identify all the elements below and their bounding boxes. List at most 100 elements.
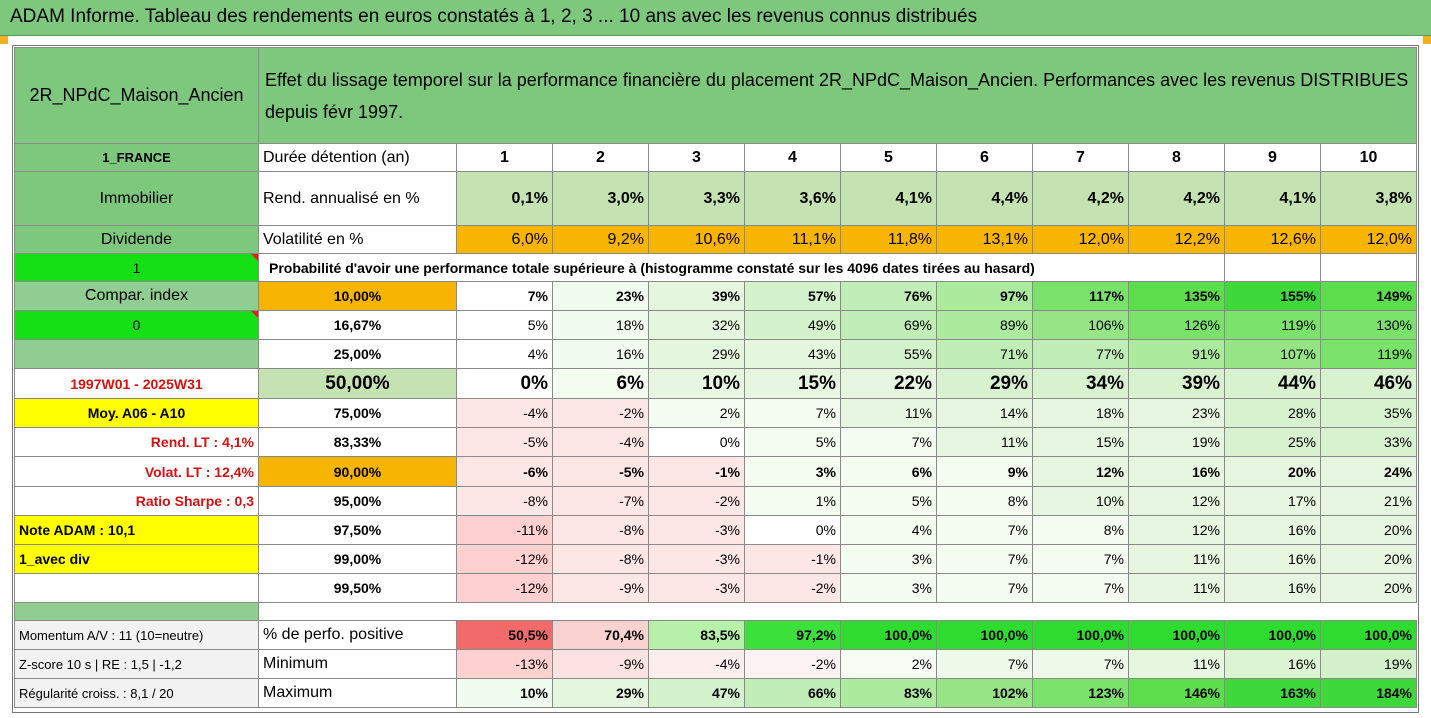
performance-table: 2R_NPdC_Maison_Ancien Effet du lissage t… [14, 47, 1417, 708]
rend-label: Rend. annualisé en % [258, 171, 457, 226]
percentile-value: 0% [456, 368, 553, 399]
percentile-value: 18% [1032, 398, 1129, 428]
percentile-value: 16% [1128, 456, 1225, 487]
corner-marker-right [1423, 36, 1431, 44]
percentile-label: 16,67% [258, 310, 457, 340]
min-value: 16% [1224, 649, 1321, 679]
year-header: 1 [456, 143, 553, 172]
report-title: ADAM Informe. Tableau des rendements en … [10, 6, 978, 27]
percentile-value: 44% [1224, 368, 1321, 399]
percentile-value: 0% [744, 515, 841, 545]
min-value: -13% [456, 649, 553, 679]
volat-lt-cell: Volat. LT : 12,4% [14, 456, 259, 487]
max-label: Maximum [258, 678, 457, 708]
rend-value: 4,2% [1032, 171, 1129, 226]
percentile-value: 12% [1128, 486, 1225, 516]
year-header: 3 [648, 143, 745, 172]
percentile-value: -3% [648, 544, 745, 574]
percentile-value: -7% [552, 486, 649, 516]
percentile-value: -9% [552, 573, 649, 603]
percentile-value: 6% [552, 368, 649, 399]
percentile-value: 9% [936, 456, 1033, 487]
percentile-label: 50,00% [258, 368, 457, 399]
percentile-value: -4% [552, 427, 649, 457]
volat-lt-value: Volat. LT : 12,4% [144, 463, 254, 480]
spacer-cell [259, 603, 1417, 621]
percentile-value: 10% [648, 368, 745, 399]
percentile-value: 33% [1320, 427, 1417, 457]
vol-value: 10,6% [648, 225, 745, 254]
percentile-value: 117% [1032, 281, 1129, 311]
percentile-value: 7% [936, 515, 1033, 545]
spacer-cell [14, 602, 259, 621]
min-value: -4% [648, 649, 745, 679]
table-body: 2R_NPdC_Maison_Ancien Effet du lissage t… [14, 47, 1417, 708]
vol-value: 12,0% [1320, 225, 1417, 254]
pos-value: 50,5% [456, 620, 553, 650]
percentile-label: 95,00% [258, 486, 457, 516]
percentile-value: -5% [552, 456, 649, 487]
percentile-value: 7% [1032, 544, 1129, 574]
percentile-value: 22% [840, 368, 937, 399]
percentile-value: -8% [456, 486, 553, 516]
percentile-value: 126% [1128, 310, 1225, 340]
percentile-value: -8% [552, 544, 649, 574]
moy-cell: Moy. A06 - A10 [14, 398, 259, 428]
percentile-value: 149% [1320, 281, 1417, 311]
percentile-value: 3% [840, 573, 937, 603]
flag-one-cell[interactable]: 1 [14, 253, 259, 282]
year-header: 5 [840, 143, 937, 172]
duree-label: Durée détention (an) [258, 143, 457, 172]
percentile-value: 119% [1320, 339, 1417, 369]
percentile-value: 7% [840, 427, 937, 457]
category-cell: Immobilier [14, 171, 259, 226]
pos-value: 83,5% [648, 620, 745, 650]
min-value: 7% [1032, 649, 1129, 679]
percentile-value: 1% [744, 486, 841, 516]
percentile-value: 23% [552, 281, 649, 311]
percentile-value: 25% [1224, 427, 1321, 457]
flag-one-value: 1 [132, 259, 141, 276]
note-adam-value: Note ADAM : 10,1 [19, 522, 136, 538]
pos-value: 100,0% [1128, 620, 1225, 650]
max-value: 66% [744, 678, 841, 708]
dividend-cell: Dividende [14, 225, 259, 254]
empty-green-cell [14, 339, 259, 369]
flag-zero-cell[interactable]: 0 [14, 310, 259, 340]
pos-value: 100,0% [1320, 620, 1417, 650]
period-cell: 1997W01 - 2025W31 [14, 368, 259, 399]
pos-value: 97,2% [744, 620, 841, 650]
note-adam-cell: Note ADAM : 10,1 [14, 515, 259, 545]
pos-label: % de perfo. positive [258, 620, 457, 650]
year-header: 10 [1320, 143, 1417, 172]
percentile-value: 71% [936, 339, 1033, 369]
percentile-value: 16% [1224, 544, 1321, 574]
min-value: 19% [1320, 649, 1417, 679]
rend-value: 4,1% [840, 171, 937, 226]
flag-zero-value: 0 [132, 317, 141, 333]
max-value: 163% [1224, 678, 1321, 708]
percentile-label: 83,33% [258, 427, 457, 457]
rend-lt-cell: Rend. LT : 4,1% [14, 427, 259, 457]
percentile-value: -3% [648, 515, 745, 545]
percentile-value: 16% [1224, 573, 1321, 603]
pos-value: 100,0% [936, 620, 1033, 650]
percentile-value: -2% [744, 573, 841, 603]
percentile-value: 77% [1032, 339, 1129, 369]
max-value: 29% [552, 678, 649, 708]
percentile-value: 7% [456, 281, 553, 311]
title-bar: ADAM Informe. Tableau des rendements en … [0, 0, 1431, 36]
max-value: 47% [648, 678, 745, 708]
percentile-value: 15% [744, 368, 841, 399]
percentile-value: 5% [840, 486, 937, 516]
percentile-value: 0% [648, 427, 745, 457]
percentile-value: 16% [552, 339, 649, 369]
compar-index-cell: Compar. index [14, 281, 259, 311]
asset-name-cell: 2R_NPdC_Maison_Ancien [14, 47, 259, 144]
vol-value: 11,8% [840, 225, 937, 254]
percentile-value: 76% [840, 281, 937, 311]
percentile-value: 91% [1128, 339, 1225, 369]
percentile-value: 3% [840, 544, 937, 574]
percentile-value: 29% [648, 339, 745, 369]
year-header: 8 [1128, 143, 1225, 172]
